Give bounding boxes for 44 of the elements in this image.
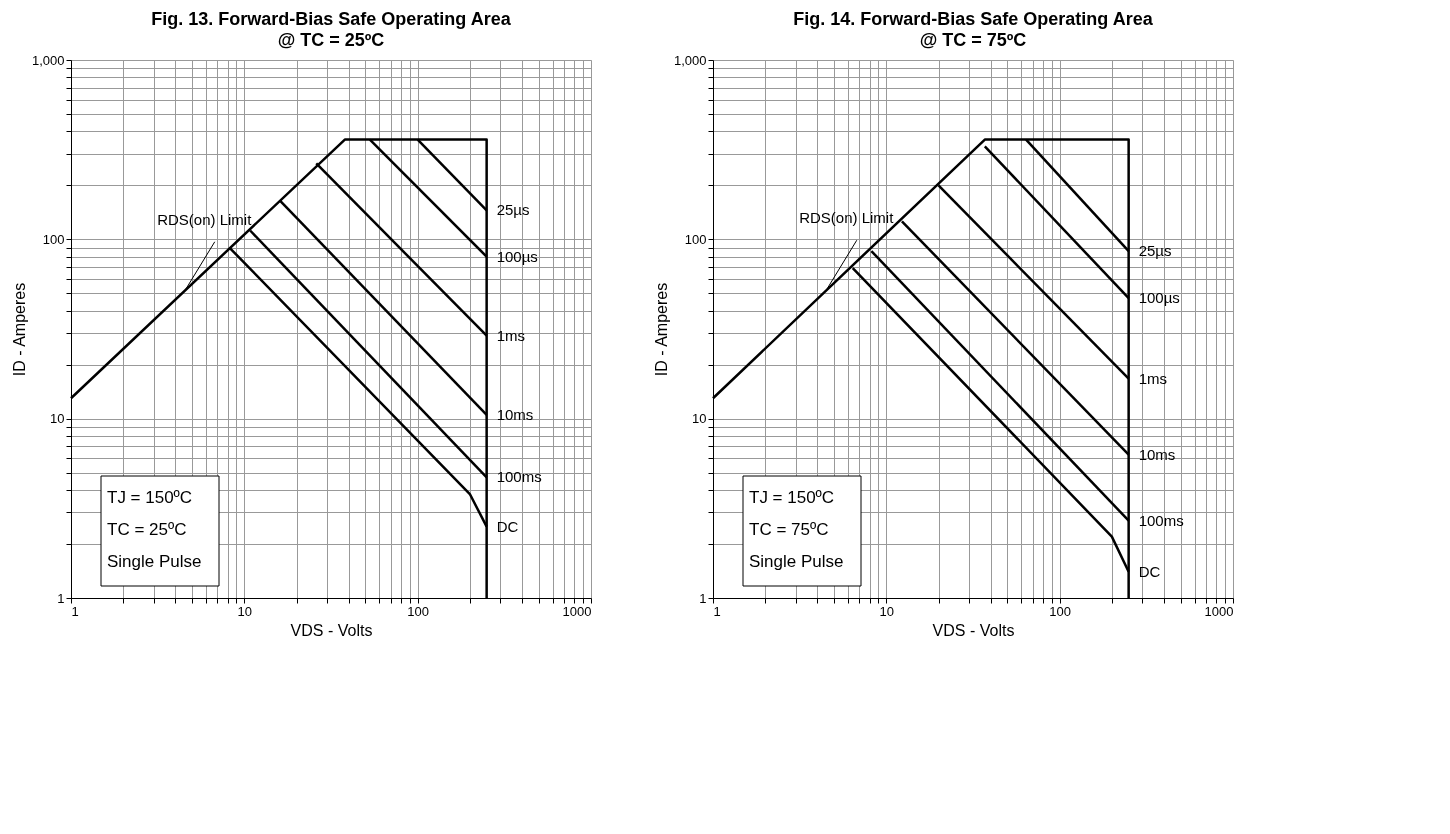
series-label: 10ms bbox=[1138, 445, 1176, 463]
y-tick-label: 100 bbox=[42, 231, 65, 247]
y-tick-label: 10 bbox=[692, 411, 707, 427]
x-axis-title: VDS - Volts bbox=[290, 621, 373, 639]
chart-subtitle: @ TC = 75ºC bbox=[919, 30, 1027, 50]
series-label: 100ms bbox=[496, 468, 542, 486]
series-label: 100µs bbox=[496, 247, 538, 265]
x-tick-label: 1 bbox=[713, 603, 721, 619]
series-label: 100µs bbox=[1138, 289, 1180, 307]
series-label: 1ms bbox=[1138, 369, 1167, 387]
chart-subtitle: @ TC = 25ºC bbox=[277, 30, 385, 50]
x-tick-label: 1 bbox=[71, 603, 79, 619]
y-tick-label: 1 bbox=[699, 590, 707, 606]
annotation: RDS(on) Limit bbox=[799, 209, 895, 227]
y-tick-label: 1,000 bbox=[31, 52, 65, 68]
annotation: Single Pulse bbox=[107, 552, 202, 571]
x-tick-label: 1000 bbox=[1204, 603, 1234, 619]
x-axis-title: VDS - Volts bbox=[932, 621, 1015, 639]
y-tick-label: 1,000 bbox=[673, 52, 707, 68]
x-tick-label: 100 bbox=[1049, 603, 1072, 619]
series-label: DC bbox=[496, 517, 519, 535]
series-label: 1ms bbox=[496, 326, 525, 344]
annotation: TJ = 150ºC bbox=[749, 488, 835, 507]
annotation: RDS(on) Limit bbox=[157, 210, 253, 228]
y-axis-title: ID - Amperes bbox=[10, 282, 28, 377]
series-label: 25µs bbox=[1138, 242, 1172, 260]
y-tick-label: 10 bbox=[50, 411, 65, 427]
x-tick-label: 10 bbox=[879, 603, 895, 619]
y-tick-label: 100 bbox=[684, 231, 707, 247]
y-tick-label: 1 bbox=[57, 590, 65, 606]
x-tick-label: 1000 bbox=[562, 603, 592, 619]
annotation: Single Pulse bbox=[749, 552, 844, 571]
series-label: 25µs bbox=[496, 201, 530, 219]
series-label: 10ms bbox=[496, 405, 534, 423]
series-label: DC bbox=[1138, 562, 1161, 580]
x-tick-label: 100 bbox=[407, 603, 430, 619]
series-label: 100ms bbox=[1138, 511, 1184, 529]
chart-title: Fig. 14. Forward-Bias Safe Operating Area bbox=[793, 9, 1154, 29]
y-axis-title: ID - Amperes bbox=[652, 282, 670, 377]
chart-title: Fig. 13. Forward-Bias Safe Operating Area bbox=[151, 9, 512, 29]
annotation: TC = 75ºC bbox=[749, 520, 829, 539]
x-tick-label: 10 bbox=[237, 603, 253, 619]
annotation: TJ = 150ºC bbox=[107, 488, 193, 507]
annotation: TC = 25ºC bbox=[107, 520, 187, 539]
